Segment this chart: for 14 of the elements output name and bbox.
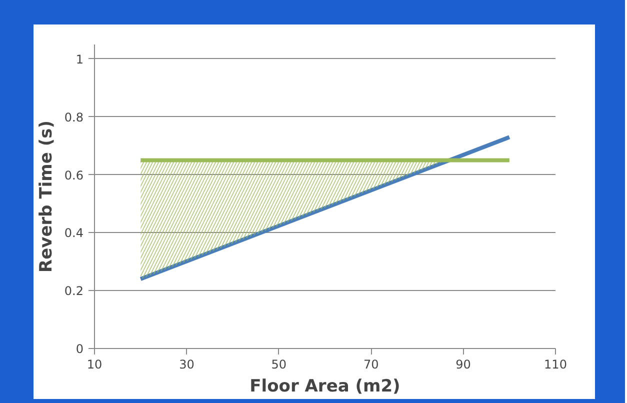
x-tick-label: 50 <box>271 358 287 372</box>
x-tick-label: 10 <box>86 358 102 372</box>
y-tick-label: 0.6 <box>64 168 84 182</box>
y-tick-label: 0.2 <box>64 284 84 298</box>
x-tick-label: 110 <box>544 358 567 372</box>
y-tick-label: 0 <box>76 342 84 356</box>
y-tick-label: 0.4 <box>64 226 84 240</box>
y-tick-label: 0.8 <box>64 110 84 124</box>
x-tick-label: 70 <box>363 358 379 372</box>
x-tick-label: 90 <box>456 358 471 372</box>
x-tick-label: 30 <box>179 358 194 372</box>
y-axis-title: Reverb Time (s) <box>36 120 56 272</box>
x-axis-title: Floor Area (m2) <box>250 376 400 396</box>
y-tick-label: 1 <box>76 52 84 66</box>
